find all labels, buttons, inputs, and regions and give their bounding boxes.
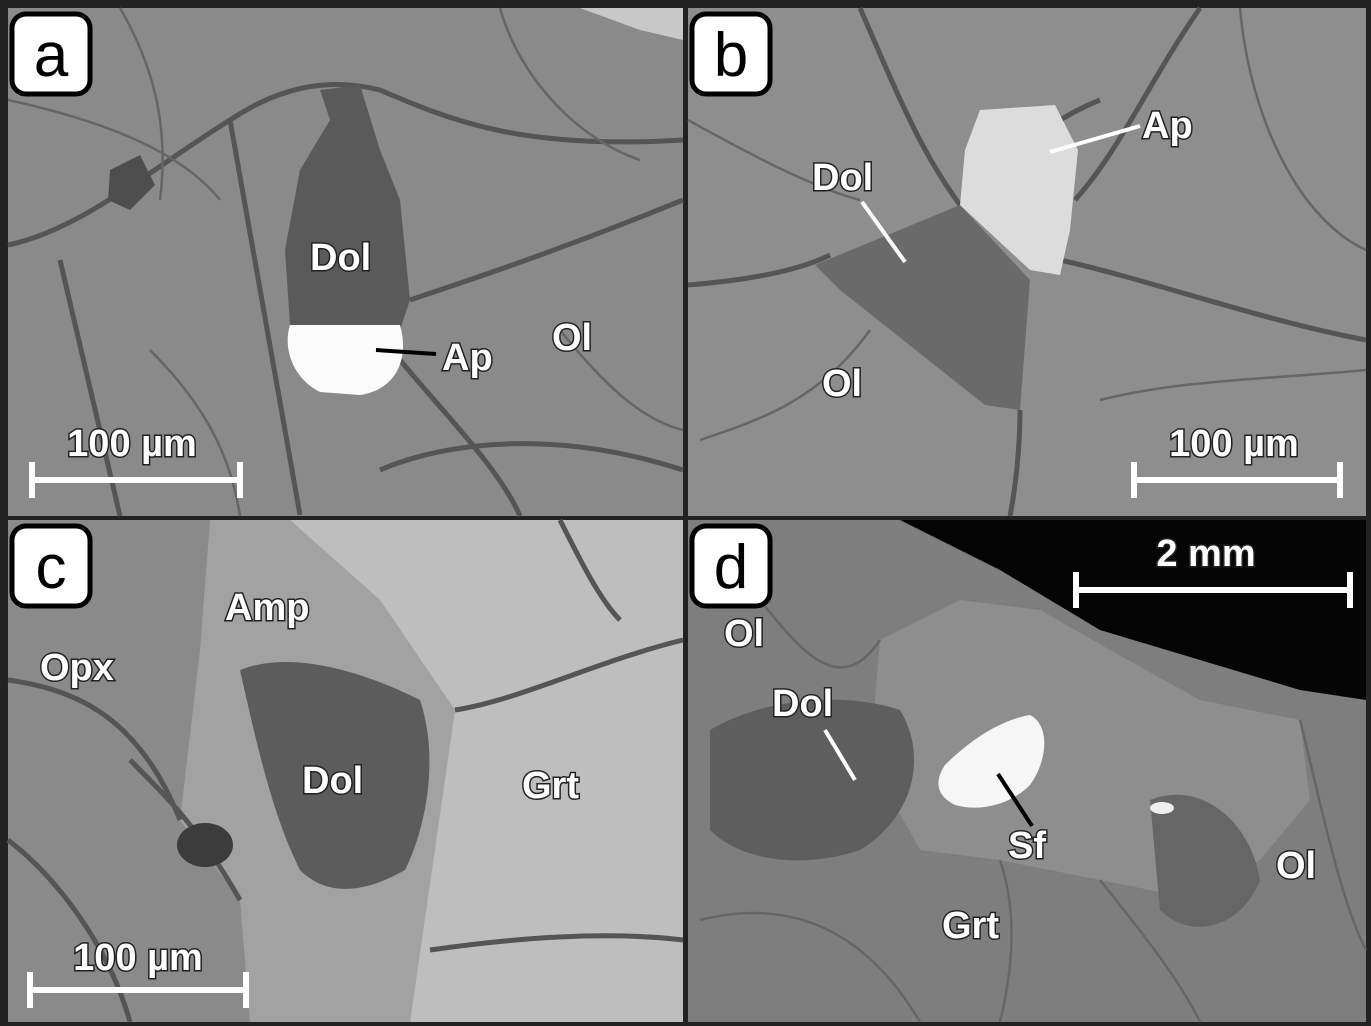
panel-letter: b (714, 21, 748, 90)
panel-b: Ap Dol Ol 100 µm b (688, 8, 1366, 516)
scale-bar-label: 100 µm (73, 937, 203, 979)
panel-d: 2 mm Ol Dol Sf Ol Grt d (688, 520, 1366, 1022)
mineral-label: Ol (1276, 845, 1316, 887)
mineral-label: Ol (724, 613, 764, 655)
mineral-label: Dol (302, 760, 363, 802)
mineral-label: Dol (310, 237, 371, 279)
mineral-label: Ap (1142, 105, 1193, 147)
panel-letter: c (36, 533, 67, 602)
grain-dark (177, 823, 233, 867)
panel-c: Amp Opx Dol Grt 100 µm c (8, 520, 683, 1022)
panel-letter: d (714, 533, 748, 602)
mineral-label: Ol (822, 363, 862, 405)
panel-a: Dol Ap Ol 100 µm a (8, 8, 683, 516)
scale-bar-label: 2 mm (1156, 533, 1255, 575)
mineral-label: Ap (442, 337, 493, 379)
sulfide-grain (1150, 802, 1174, 814)
mineral-label: Dol (812, 157, 873, 199)
mineral-label: Sf (1008, 825, 1046, 867)
scale-bar-label: 100 µm (67, 423, 197, 465)
mineral-label: Dol (772, 683, 833, 725)
mineral-label: Ol (552, 317, 592, 359)
scale-bar-label: 100 µm (1169, 423, 1299, 465)
mineral-label: Amp (225, 587, 309, 629)
mineral-label: Opx (40, 647, 114, 689)
panel-letter: a (34, 21, 69, 90)
figure: Dol Ap Ol 100 µm a Ap Dol Ol 100 µm b (0, 0, 1371, 1026)
mineral-label: Grt (522, 765, 579, 807)
mineral-label: Grt (942, 905, 999, 947)
